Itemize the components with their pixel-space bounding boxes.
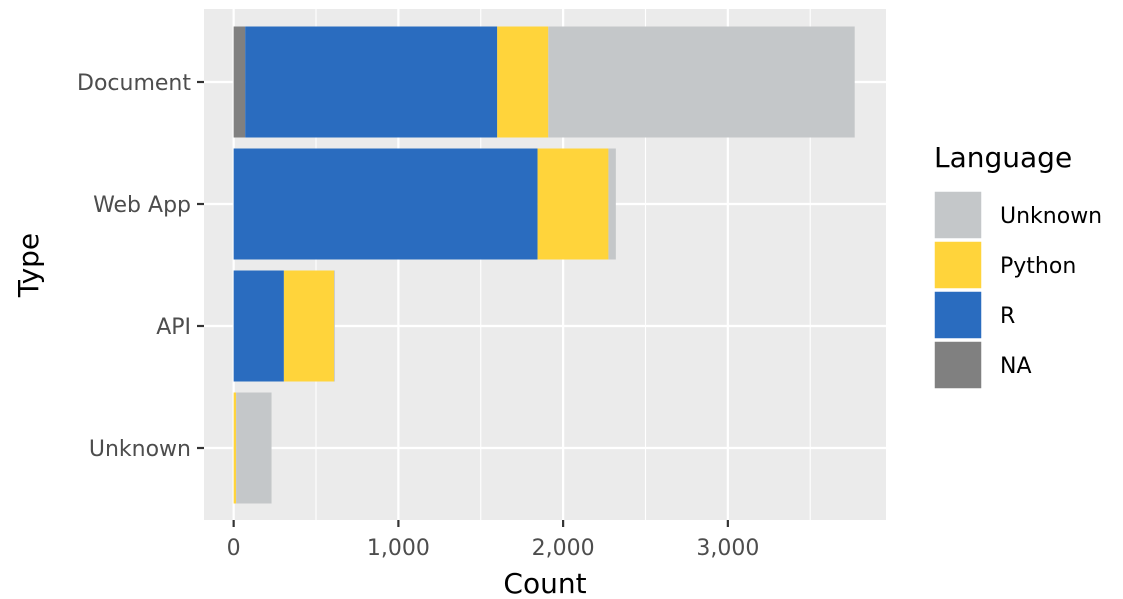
x-axis-title: Count: [503, 567, 586, 599]
bar-web-app-r: [233, 148, 538, 260]
bar-unknown-python: [233, 392, 237, 504]
legend-key-unknown: [933, 190, 983, 240]
x-tick-label: 3,000: [696, 536, 759, 561]
bar-unknown-unknown: [236, 392, 272, 504]
y-tick-label: Document: [77, 71, 191, 96]
bar-api-unknown: [334, 270, 335, 382]
bar-document-unknown: [548, 26, 855, 138]
legend-label-python: Python: [1000, 254, 1076, 279]
y-tick-label: API: [156, 315, 191, 340]
bar-web-app-unknown: [608, 148, 616, 260]
bar-document-r: [245, 26, 498, 138]
legend-label-na: NA: [1000, 354, 1032, 379]
bar-document-python: [497, 26, 549, 138]
y-tick-label: Web App: [93, 193, 191, 218]
bars: [233, 26, 855, 504]
x-tick-label: 1,000: [367, 536, 430, 561]
legend-key-na: [933, 340, 983, 390]
bar-document-na: [233, 26, 246, 138]
x-tick-label: 2,000: [532, 536, 595, 561]
legend-key-python: [933, 240, 983, 290]
legend-title: Language: [934, 141, 1072, 174]
bar-web-app-python: [537, 148, 609, 260]
x-axis: 0 1,000 2,000 3,000: [227, 520, 759, 561]
legend-key-r: [933, 290, 983, 340]
legend: Language Unknown Python R NA: [933, 141, 1102, 390]
legend-label-r: R: [1000, 304, 1015, 329]
bar-api-r: [233, 270, 284, 382]
y-tick-label: Unknown: [89, 437, 191, 462]
legend-label-unknown: Unknown: [1000, 204, 1102, 229]
x-tick-label: 0: [227, 536, 241, 561]
y-axis-title: Type: [12, 233, 45, 298]
y-axis: Document Web App API Unknown: [77, 71, 204, 462]
bar-api-python: [283, 270, 335, 382]
